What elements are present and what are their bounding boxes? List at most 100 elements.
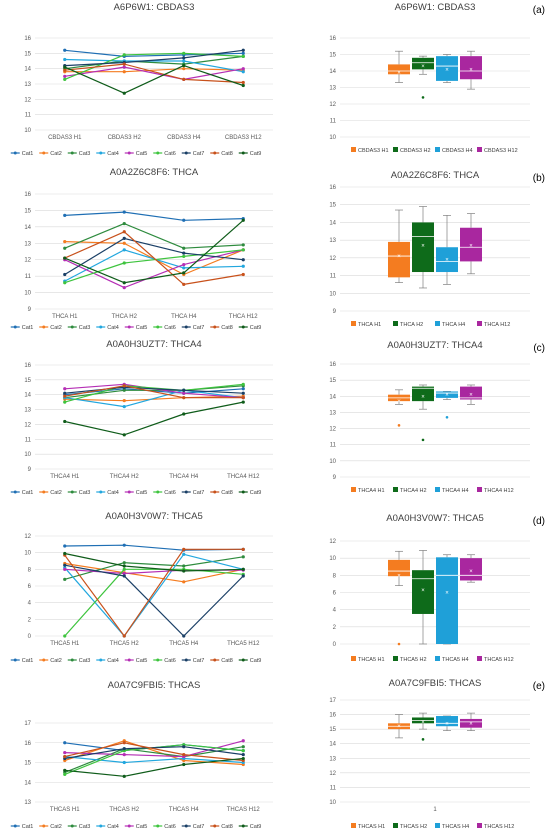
y-tick-label: 15 xyxy=(24,51,31,57)
box-chart: A0A7C9FBI5: THCAS (e) 10 11 12 13 14 15 16 17 × × × ×… xyxy=(329,678,545,830)
legend-label: Cat2 xyxy=(50,824,62,830)
y-tick-label: 6 xyxy=(28,584,32,590)
data-point xyxy=(182,634,186,638)
box xyxy=(436,56,458,81)
y-tick-label: 17 xyxy=(24,721,31,727)
legend-label: Cat4 xyxy=(107,325,119,331)
x-tick-label: THCA5 H12 xyxy=(227,641,260,647)
data-point xyxy=(63,544,67,548)
panel-label: (b) xyxy=(533,173,545,184)
x-tick-label: THCA H1 xyxy=(52,314,78,320)
mean-marker: × xyxy=(421,64,425,70)
data-point xyxy=(63,77,67,81)
box xyxy=(436,716,458,727)
y-tick-label: 9 xyxy=(28,307,32,313)
series-line xyxy=(64,740,244,766)
legend-label: Cat1 xyxy=(22,658,34,664)
y-tick-label: 9 xyxy=(333,475,337,481)
legend-label: Cat8 xyxy=(221,658,233,664)
legend-label: Cat9 xyxy=(250,658,262,664)
box xyxy=(412,222,434,273)
y-tick-label: 13 xyxy=(329,756,336,762)
line-chart: A0A0H3UZT7: THCA4 9 10 11 12 13 14 15 16 THCA4 H1… xyxy=(10,339,273,496)
data-point xyxy=(63,256,67,260)
y-tick-label: 14 xyxy=(329,742,336,748)
legend-swatch xyxy=(435,823,440,828)
data-point xyxy=(63,551,67,556)
data-point xyxy=(122,261,126,265)
legend-label: Cat4 xyxy=(107,824,119,830)
chart-title: A6P6W1: CBDAS3 xyxy=(114,2,195,13)
x-tick-label: CBDAS3 H2 xyxy=(108,135,142,141)
mean-marker: × xyxy=(397,71,401,77)
y-tick-label: 16 xyxy=(329,185,336,191)
series-line xyxy=(64,395,244,402)
data-point xyxy=(241,272,245,277)
series-line xyxy=(64,742,244,752)
line-chart: A0A2Z6C8F6: THCA 9 10 11 12 13 14 15 16 THCA H1 TH… xyxy=(10,167,273,331)
legend-label: Cat4 xyxy=(107,490,119,496)
mean-marker: × xyxy=(469,393,473,399)
legend-swatch xyxy=(393,487,398,492)
chart-title: A0A2Z6C8F6: THCA xyxy=(391,170,480,181)
data-point xyxy=(122,741,126,745)
legend-label: THCA5 H2 xyxy=(400,657,427,663)
series-line xyxy=(64,66,244,81)
y-tick-label: 15 xyxy=(24,208,31,214)
legend-marker xyxy=(42,658,46,662)
data-point xyxy=(122,388,126,392)
data-point xyxy=(63,240,67,244)
legend: Cat1 Cat2 Cat3 Cat4 Cat5 Cat6 Cat7 Cat8 Cat9 xyxy=(10,151,262,157)
data-point xyxy=(122,281,126,285)
y-tick-label: 6 xyxy=(333,591,337,597)
data-point xyxy=(63,74,67,78)
data-point xyxy=(182,762,186,767)
y-tick-label: 10 xyxy=(329,459,336,465)
series-line xyxy=(64,383,244,403)
legend: THCA H1 THCA H2 THCA H4 THCA H12 xyxy=(351,321,510,328)
data-point xyxy=(241,555,245,559)
panel-label: (c) xyxy=(533,343,545,354)
legend-label: THCA H12 xyxy=(484,322,510,328)
data-point xyxy=(63,563,67,567)
legend-label: Cat3 xyxy=(79,325,91,331)
series-line xyxy=(64,564,244,637)
y-tick-label: 8 xyxy=(28,567,32,573)
data-point xyxy=(241,756,245,761)
legend-label: Cat3 xyxy=(79,490,91,496)
legend-swatch xyxy=(477,321,482,326)
y-tick-label: 13 xyxy=(24,82,31,88)
mean-marker: × xyxy=(421,243,425,249)
legend-label: THCAS H1 xyxy=(358,824,385,830)
x-tick-label: THCAS H4 xyxy=(169,807,199,813)
data-point xyxy=(241,745,245,749)
y-tick-label: 10 xyxy=(24,452,31,458)
legend-swatch xyxy=(351,147,356,152)
data-point xyxy=(182,396,186,400)
legend-label: Cat9 xyxy=(250,151,262,157)
legend-label: Cat2 xyxy=(50,490,62,496)
y-tick-label: 10 xyxy=(24,291,31,297)
x-tick-label: THCA4 H12 xyxy=(227,474,260,480)
legend-label: Cat5 xyxy=(136,325,148,331)
data-point xyxy=(241,54,245,59)
box xyxy=(460,558,482,581)
data-point xyxy=(182,254,186,259)
legend-marker xyxy=(184,325,188,329)
legend-label: Cat7 xyxy=(193,658,205,664)
y-tick-label: 15 xyxy=(329,203,336,209)
data-point xyxy=(63,281,67,285)
series-line xyxy=(64,548,244,637)
y-tick-label: 14 xyxy=(329,220,336,226)
data-point xyxy=(122,564,126,568)
legend-label: Cat8 xyxy=(221,490,233,496)
legend-swatch xyxy=(435,321,440,326)
y-tick-label: 13 xyxy=(24,408,31,414)
legend-label: THCA5 H4 xyxy=(442,657,469,663)
y-tick-label: 16 xyxy=(329,36,336,42)
legend-label: Cat7 xyxy=(193,490,205,496)
data-point xyxy=(182,51,186,55)
y-tick-label: 15 xyxy=(24,761,31,767)
box xyxy=(436,391,458,398)
